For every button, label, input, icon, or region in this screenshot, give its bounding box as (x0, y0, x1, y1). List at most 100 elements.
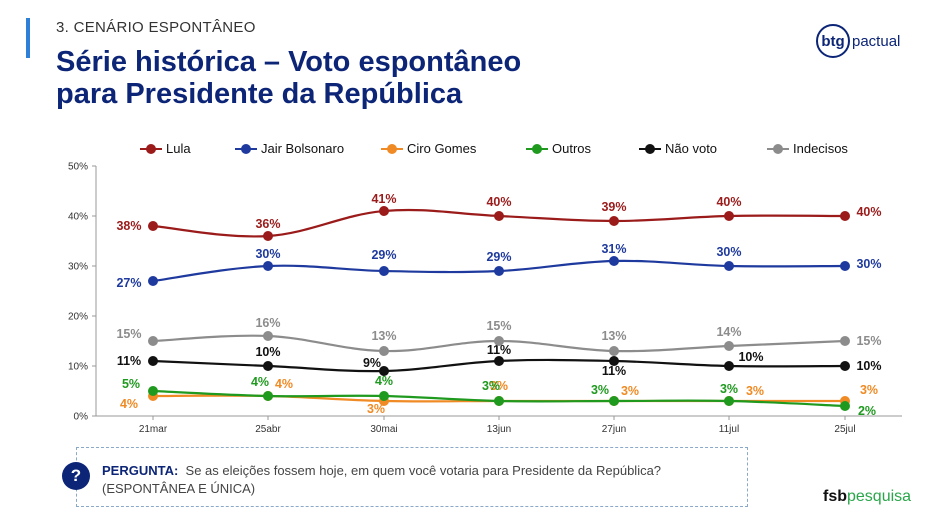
data-point (379, 366, 389, 376)
data-label: 41% (371, 192, 396, 206)
data-point (263, 231, 273, 241)
x-tick-label: 25jul (834, 424, 855, 435)
y-tick-label: 10% (68, 362, 88, 373)
legend-swatch (526, 143, 548, 154)
data-label: 29% (371, 248, 396, 262)
data-label: 2% (858, 404, 876, 418)
y-tick-label: 40% (68, 212, 88, 223)
legend-item-0: Lula (140, 141, 235, 156)
data-label: 11% (602, 364, 626, 378)
x-tick-label: 13jun (487, 424, 511, 435)
data-point (609, 346, 619, 356)
data-label: 11% (117, 354, 141, 368)
data-label: 14% (716, 325, 741, 339)
data-point (379, 391, 389, 401)
accent-bar (26, 18, 30, 58)
y-tick-label: 50% (68, 162, 88, 173)
question-label: PERGUNTA: (102, 463, 179, 478)
data-label: 3% (490, 379, 508, 393)
legend-label: Não voto (665, 141, 718, 156)
fsb-logo-b: pesquisa (847, 488, 912, 505)
data-point (724, 361, 734, 371)
legend-swatch (140, 143, 162, 154)
x-tick-label: 21mar (139, 424, 168, 435)
data-label: 40% (716, 195, 741, 209)
data-point (840, 361, 850, 371)
data-point (609, 216, 619, 226)
data-label: 30% (255, 247, 280, 261)
title-line-1: Série histórica – Voto espontâneo (56, 46, 522, 78)
data-label: 4% (120, 397, 138, 411)
data-point (840, 336, 850, 346)
data-point (263, 331, 273, 341)
data-point (494, 336, 504, 346)
question-text: PERGUNTA: Se as eleições fossem hoje, em… (102, 462, 661, 498)
data-label: 38% (116, 219, 141, 233)
data-point (263, 391, 273, 401)
data-label: 27% (116, 276, 141, 290)
x-tick-label: 11jul (719, 424, 739, 435)
data-point (494, 211, 504, 221)
btg-logo-mark: btg (816, 24, 850, 58)
btg-pactual-logo: btg pactual (816, 24, 900, 58)
data-label: 3% (591, 383, 609, 397)
data-point (840, 401, 850, 411)
legend-swatch (235, 143, 257, 154)
btg-logo-text: pactual (852, 32, 901, 50)
legend-label: Indecisos (793, 141, 848, 156)
page-title: Série histórica – Voto espontâneo para P… (56, 46, 521, 110)
data-point (609, 356, 619, 366)
data-label: 40% (486, 195, 511, 209)
legend-label: Ciro Gomes (407, 141, 477, 156)
legend-label: Jair Bolsonaro (261, 141, 345, 156)
data-point (724, 396, 734, 406)
x-tick-label: 30mai (370, 424, 397, 435)
legend-swatch (639, 143, 661, 154)
data-label: 4% (275, 377, 293, 391)
legend-item-2: Ciro Gomes (381, 141, 526, 156)
data-point (379, 206, 389, 216)
data-point (263, 361, 273, 371)
data-point (263, 261, 273, 271)
data-label: 3% (720, 382, 738, 396)
x-tick-label: 27jun (602, 424, 626, 435)
data-label: 10% (738, 350, 763, 364)
data-point (148, 386, 158, 396)
data-point (724, 261, 734, 271)
data-point (724, 341, 734, 351)
data-point (494, 396, 504, 406)
data-label: 13% (371, 329, 396, 343)
title-line-2: para Presidente da República (56, 78, 463, 110)
x-tick-label: 25abr (255, 424, 281, 435)
y-tick-label: 0% (74, 412, 89, 423)
data-point (379, 346, 389, 356)
data-label: 3% (860, 383, 878, 397)
data-label: 39% (601, 200, 626, 214)
data-label: 10% (255, 345, 280, 359)
data-point (609, 396, 619, 406)
data-label: 31% (601, 242, 626, 256)
question-note: (ESPONTÂNEA E ÚNICA) (102, 481, 256, 496)
data-point (494, 266, 504, 276)
fsb-pesquisa-logo: fsbpesquisa (823, 488, 911, 506)
data-point (494, 356, 504, 366)
data-label: 11% (487, 343, 511, 357)
legend-label: Lula (166, 141, 191, 156)
data-label: 10% (856, 359, 881, 373)
data-label: 30% (716, 245, 741, 259)
data-point (148, 336, 158, 346)
data-label: 3% (621, 384, 639, 398)
data-point (148, 356, 158, 366)
data-label: 4% (251, 375, 269, 389)
data-label: 3% (367, 402, 385, 416)
question-body: Se as eleições fossem hoje, em quem você… (185, 463, 662, 478)
legend-item-5: Indecisos (767, 141, 867, 156)
data-point (148, 221, 158, 231)
data-point (840, 261, 850, 271)
data-point (609, 256, 619, 266)
data-label: 9% (363, 356, 381, 370)
y-tick-label: 30% (68, 262, 88, 273)
legend-item-3: Outros (526, 141, 639, 156)
data-point (148, 276, 158, 286)
